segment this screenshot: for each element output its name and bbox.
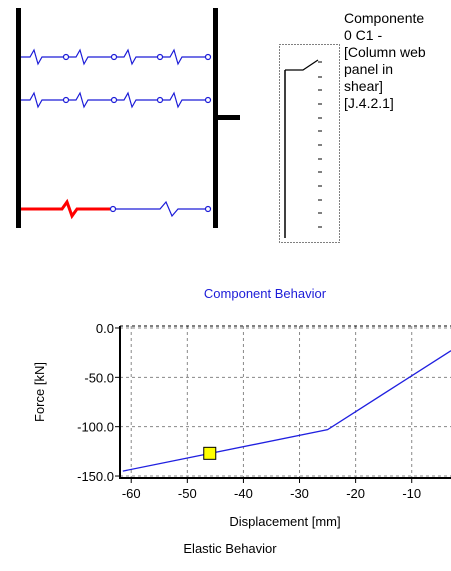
spring-row-3[interactable] (21, 198, 212, 220)
series-line (122, 350, 451, 472)
spring-model-diagram (16, 8, 340, 243)
y-axis-label: Force [kN] (32, 362, 47, 422)
grid-layer (120, 326, 451, 478)
y-tick-label: -150.0 (77, 469, 114, 484)
x-tick-label: -20 (346, 486, 365, 501)
tick-layer: -60 -50 -40 -30 -20 -100.0-50.0-100.0-150.0 (77, 321, 421, 501)
chart-title: Component Behavior (203, 286, 327, 301)
selected-point-marker (203, 446, 217, 460)
connection-stub (216, 115, 240, 120)
component-legend-box (279, 44, 340, 243)
x-tick-label: -10 (402, 486, 421, 501)
y-tick-label: -50.0 (84, 370, 114, 385)
right-column-bar (213, 8, 218, 228)
series-layer (122, 350, 451, 472)
x-tick-label: -60 (122, 486, 141, 501)
left-column-bar (16, 8, 21, 228)
component-label: Componente 0 C1 - [Column web panel in s… (344, 10, 426, 111)
axis-layer (119, 325, 451, 479)
x-tick-label: -40 (234, 486, 253, 501)
spring-row-2[interactable] (21, 91, 212, 109)
x-tick-label: -30 (290, 486, 309, 501)
active-spring[interactable] (21, 198, 110, 220)
x-axis-label: Displacement [mm] (229, 514, 340, 529)
y-tick-label: 0.0 (96, 321, 114, 336)
x-tick-label: -50 (178, 486, 197, 501)
component-behavior-chart: -60 -50 -40 -30 -20 -100.0-50.0-100.0-150.0 F… (32, 321, 451, 529)
elastic-behavior-label: Elastic Behavior (183, 541, 277, 556)
spring-row-1[interactable] (21, 48, 212, 66)
y-tick-label: -100.0 (77, 420, 114, 435)
